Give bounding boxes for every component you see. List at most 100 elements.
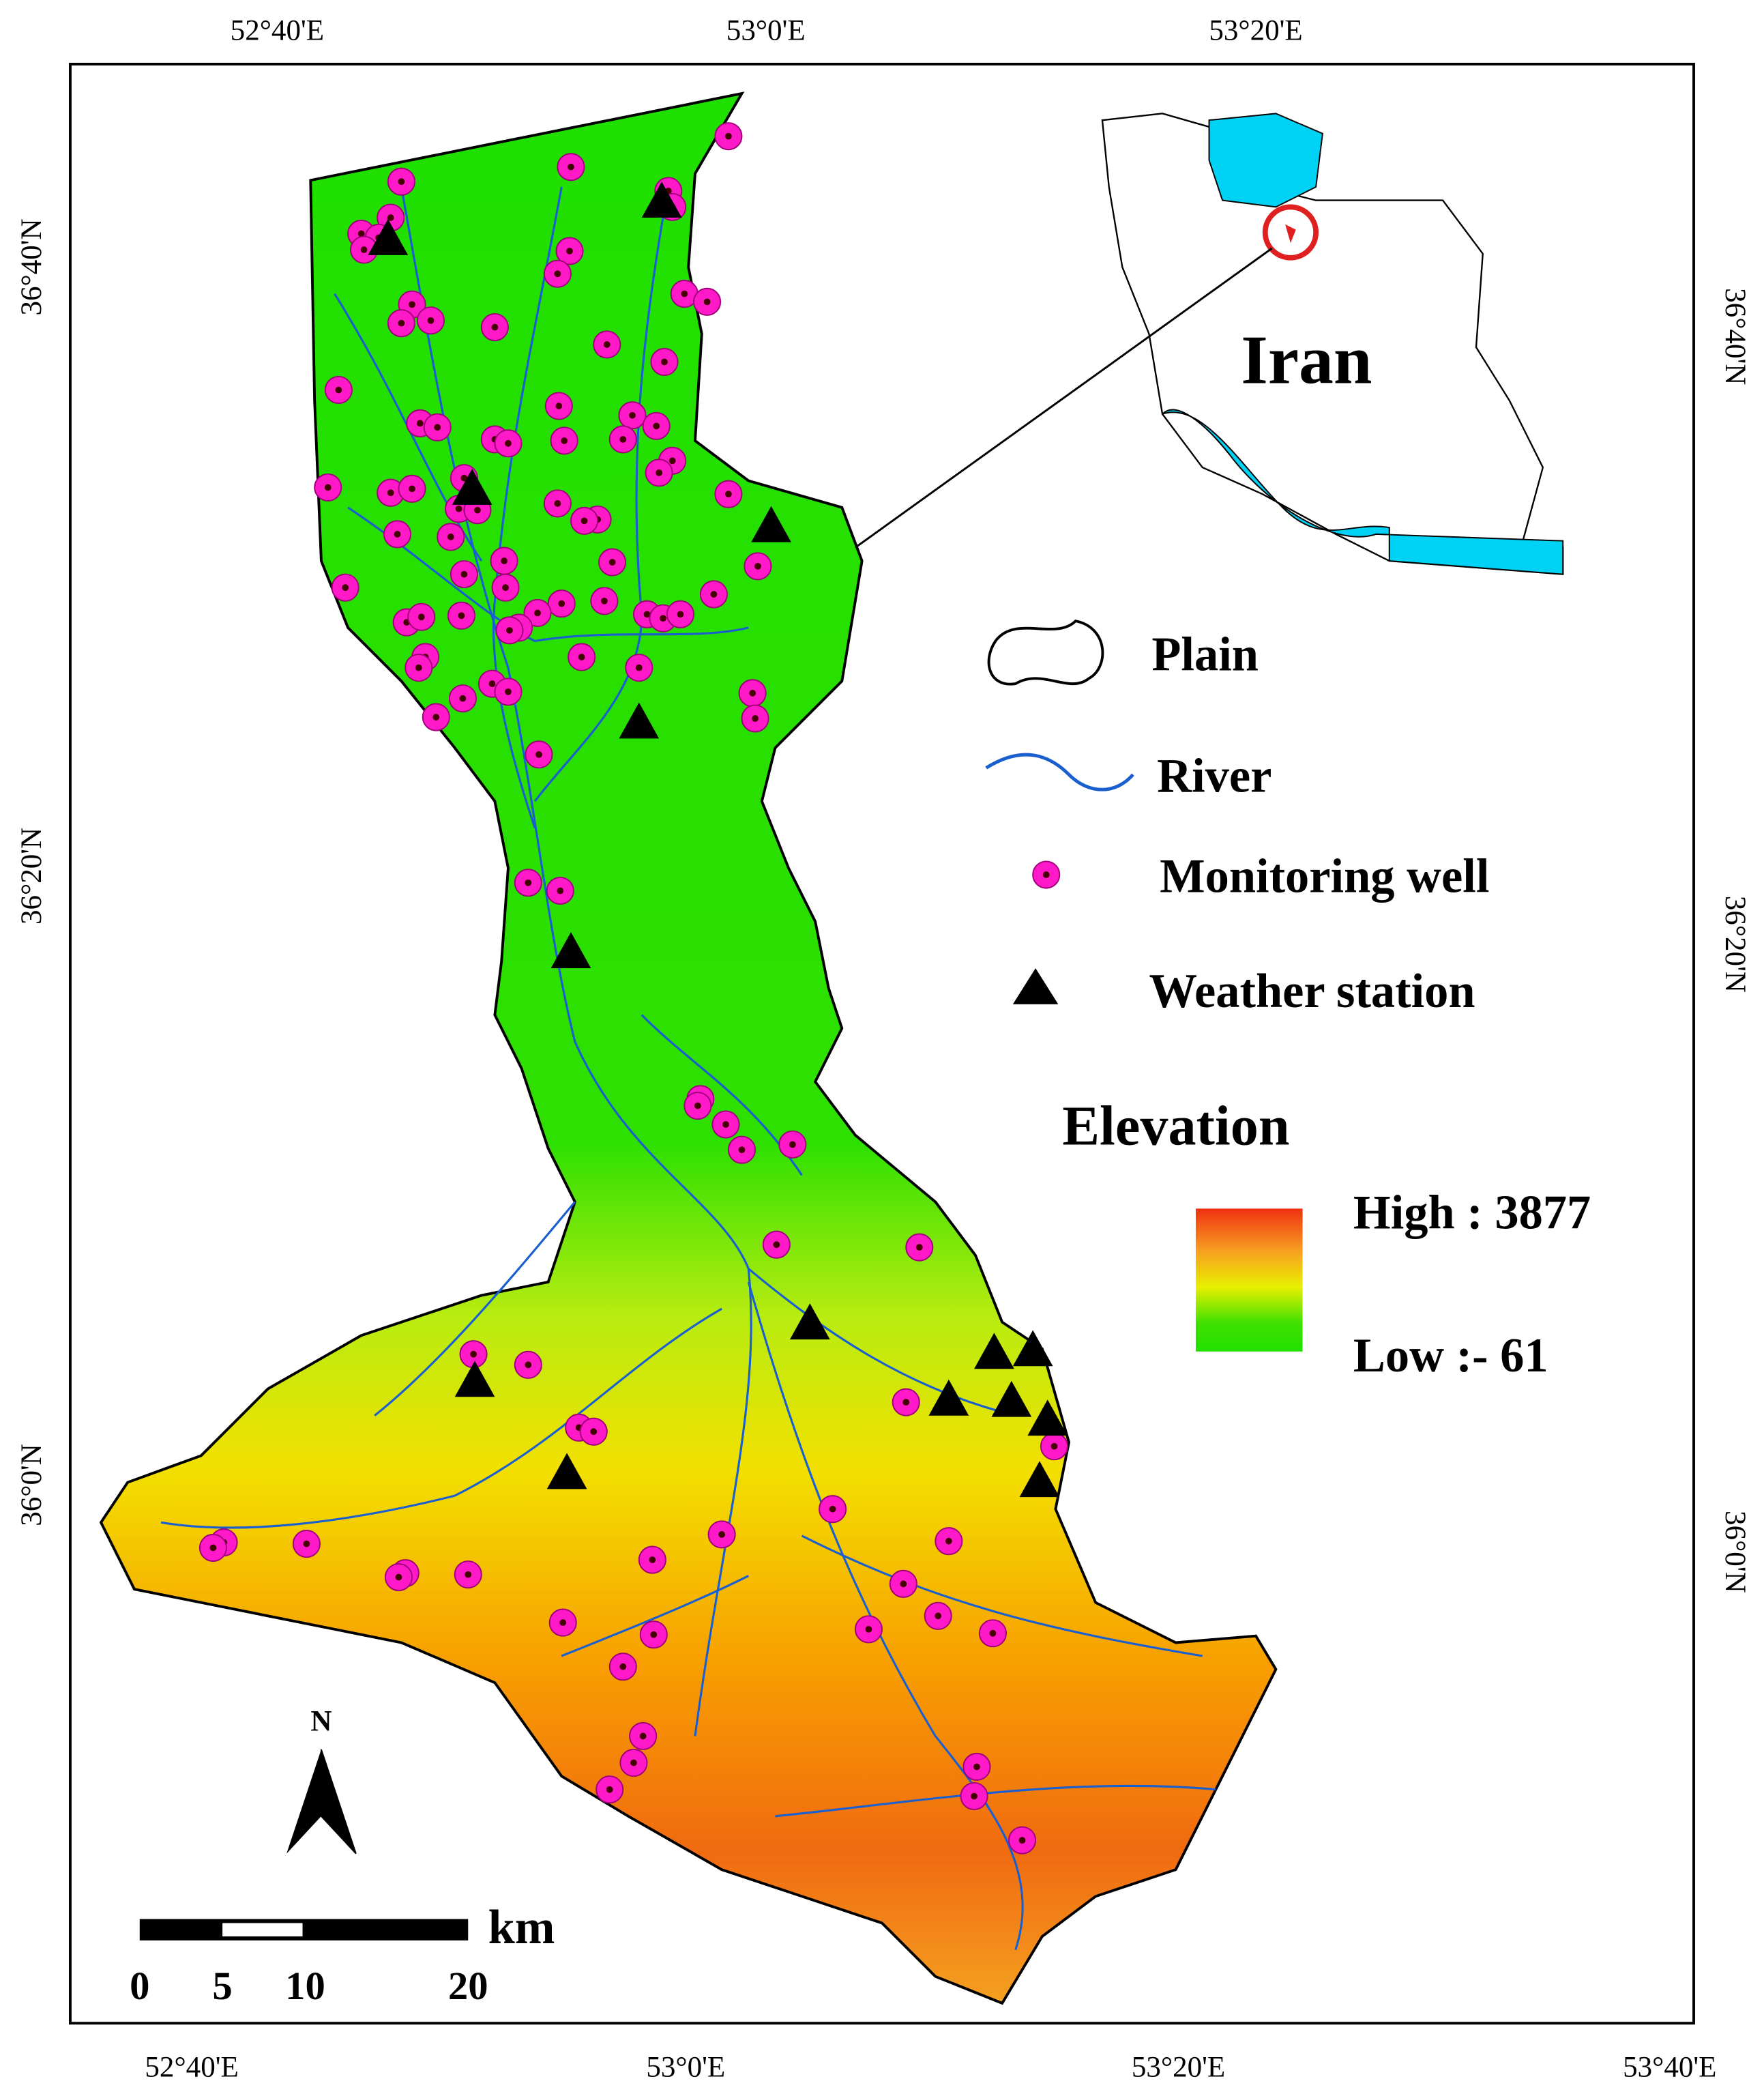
- weather-station: [550, 932, 591, 969]
- bottom-axis-label: 53°20'E: [1132, 2052, 1225, 2084]
- well-dot: [629, 411, 636, 419]
- well-dot: [209, 1544, 217, 1552]
- well-dot: [535, 751, 542, 758]
- legend-label: Plain: [1151, 628, 1259, 682]
- well-dot: [534, 609, 541, 617]
- well-dot: [661, 358, 668, 366]
- weather-station: [619, 702, 660, 739]
- legend-label: River: [1157, 750, 1271, 803]
- well-dot: [394, 531, 401, 538]
- wells: [199, 122, 1069, 1855]
- well-dot: [660, 615, 666, 622]
- well-dot: [681, 290, 688, 297]
- well-dot: [416, 420, 424, 427]
- well-dot: [600, 597, 608, 605]
- well-dot: [865, 1625, 872, 1633]
- well-dot: [1050, 1442, 1058, 1450]
- legend-label: Weather station: [1149, 965, 1475, 1018]
- well-dot: [432, 714, 440, 721]
- well-dot: [749, 689, 756, 697]
- well-dot: [554, 499, 561, 507]
- inset-label: Iran: [1241, 322, 1372, 399]
- well-dot: [360, 246, 368, 253]
- well-dot: [619, 1663, 627, 1670]
- left-axis-label: 36°20'N: [16, 828, 48, 925]
- well-dot: [649, 1556, 656, 1563]
- well-dot: [434, 424, 441, 431]
- well-dot: [619, 436, 627, 443]
- elevation-ramp: [1195, 1208, 1303, 1352]
- well-dot: [789, 1141, 796, 1148]
- weather-station: [928, 1379, 969, 1416]
- weather-station: [452, 469, 493, 505]
- weather-station: [751, 506, 791, 542]
- well-dot: [395, 1573, 402, 1581]
- well-dot: [773, 1241, 780, 1249]
- well-dot: [525, 1361, 532, 1369]
- scale-label: 10: [285, 1964, 325, 2008]
- well-dot: [502, 584, 509, 592]
- weather-station: [789, 1303, 830, 1340]
- right-axis-label: 36°0'N: [1719, 1511, 1751, 1593]
- well-dot: [559, 1619, 567, 1626]
- well-dot: [398, 178, 405, 186]
- scale-label: 20: [448, 1964, 488, 2008]
- well-dot: [557, 887, 564, 895]
- well-dot: [387, 214, 394, 221]
- well-dot: [752, 715, 759, 722]
- right-axis-label: 36°20'N: [1719, 896, 1751, 993]
- legend: Plain River Monitoring well Weather stat…: [985, 620, 1591, 1382]
- bottom-axis-label: 53°0'E: [646, 2052, 725, 2084]
- north-arrow: N: [286, 1706, 357, 1855]
- well-dot: [603, 341, 611, 348]
- weather-stations: [368, 181, 1068, 1498]
- well-dot: [630, 1759, 637, 1766]
- well-dot: [635, 664, 643, 671]
- well-dot: [653, 422, 660, 430]
- well-dot: [989, 1629, 997, 1637]
- well-dot: [915, 1244, 923, 1251]
- well-dot: [639, 1732, 647, 1740]
- top-axis-label: 52°40'E: [231, 15, 324, 47]
- well-dot: [460, 570, 468, 578]
- bottom-axis-label: 52°40'E: [145, 2052, 238, 2084]
- well-dot: [488, 680, 496, 688]
- well-dot: [561, 437, 568, 444]
- well-dot: [387, 489, 394, 497]
- well-dot: [558, 600, 565, 607]
- well-dot: [1018, 1837, 1026, 1844]
- well-dot: [829, 1505, 836, 1513]
- well-dot: [525, 879, 532, 886]
- well-dot: [643, 611, 651, 618]
- well-dot: [506, 626, 513, 634]
- well-dot: [710, 591, 718, 598]
- well-dot: [722, 1121, 729, 1128]
- well-dot: [415, 664, 422, 671]
- well-dot: [703, 298, 711, 306]
- top-axis-label: 53°20'E: [1209, 15, 1302, 47]
- well-dot: [409, 485, 415, 493]
- well-dot: [505, 688, 512, 695]
- weather-station: [454, 1361, 495, 1397]
- well-dot: [568, 163, 574, 171]
- well-dot: [738, 1146, 746, 1154]
- well-dot: [417, 613, 425, 621]
- well-dot: [694, 1102, 701, 1109]
- well-dot: [447, 533, 454, 540]
- well-dot: [458, 612, 465, 620]
- scale-bar: km 0 5 10 20: [130, 1901, 555, 2008]
- well-dot: [460, 474, 468, 482]
- north-label: N: [310, 1706, 332, 1738]
- well-dot: [580, 517, 588, 525]
- well-dot: [554, 270, 561, 278]
- map-frame: [69, 62, 1695, 2025]
- well-dot: [427, 317, 435, 324]
- well-dot: [342, 584, 349, 592]
- elevation-high: High : 3877: [1353, 1187, 1591, 1240]
- legend-label: Monitoring well: [1160, 849, 1489, 903]
- well-dot: [725, 491, 732, 498]
- well-dot: [303, 1540, 310, 1547]
- weather-station: [546, 1453, 587, 1489]
- well-dot: [459, 695, 467, 702]
